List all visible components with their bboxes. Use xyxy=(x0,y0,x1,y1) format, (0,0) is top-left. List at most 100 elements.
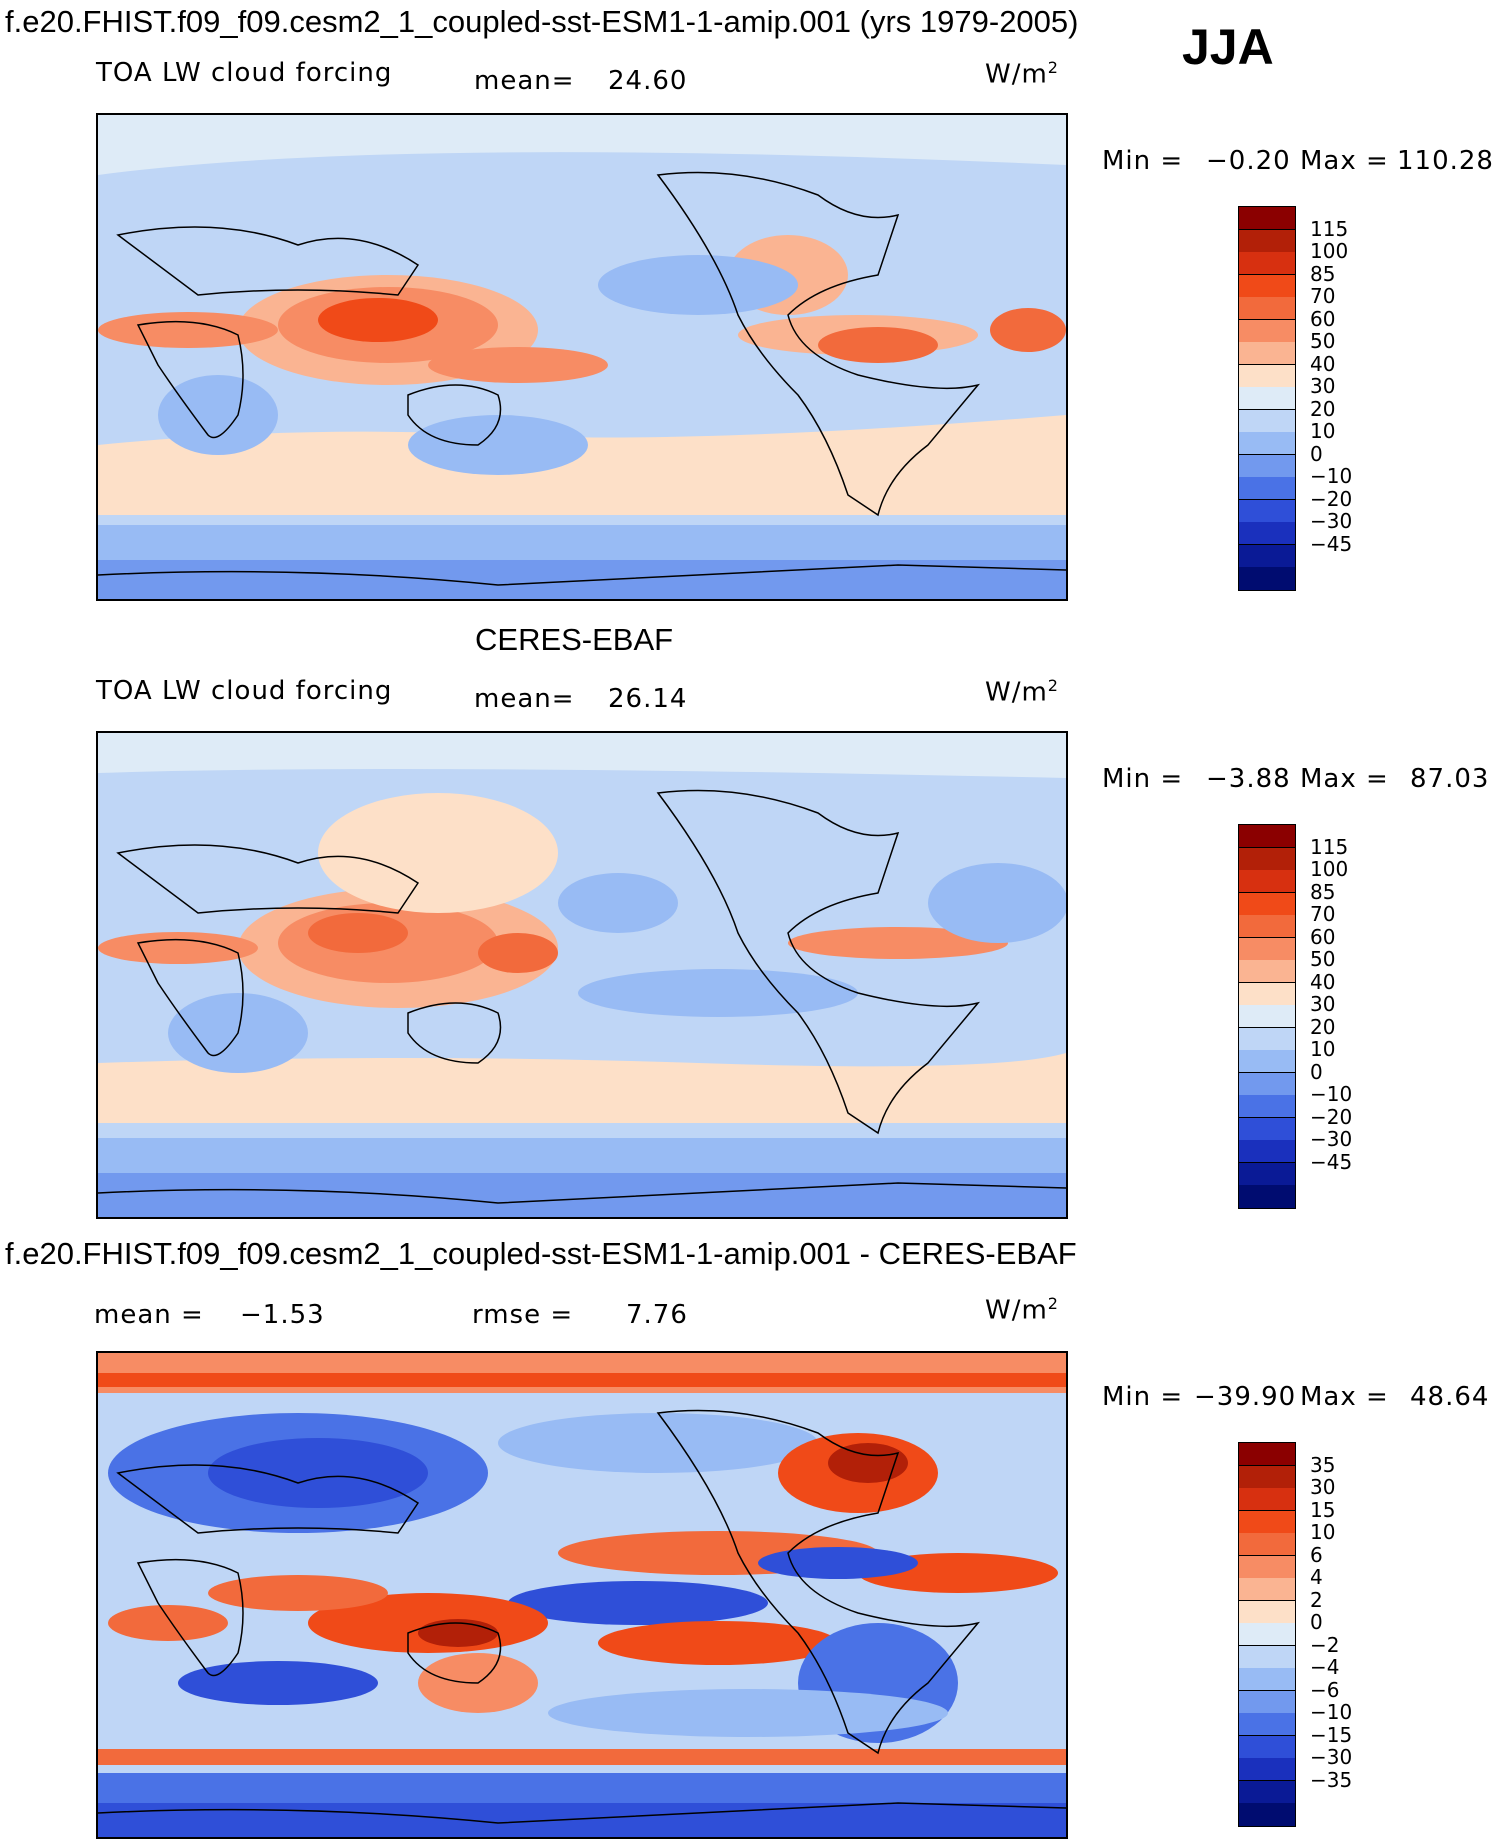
colorbar-tick-label: 115 xyxy=(1310,834,1349,859)
colorbar-tick-label: −45 xyxy=(1310,531,1353,556)
colorbar-swatch xyxy=(1239,432,1295,456)
colorbar-swatch xyxy=(1239,1443,1295,1467)
panel2-field xyxy=(98,733,1066,1217)
colorbar-tick-label: 40 xyxy=(1310,969,1336,994)
colorbar-swatch xyxy=(1239,544,1295,568)
panel1-field xyxy=(98,115,1066,599)
colorbar-tick-label: 50 xyxy=(1310,947,1336,972)
panel3-mean-value: −1.53 xyxy=(240,1300,325,1330)
colorbar-swatch xyxy=(1239,1185,1295,1209)
colorbar-swatch xyxy=(1239,1758,1295,1782)
panel2-variable-label: TOA LW cloud forcing xyxy=(96,676,393,706)
colorbar-swatch xyxy=(1239,1713,1295,1737)
panel1-units: W/m2 xyxy=(985,58,1059,90)
colorbar-tick-label: 6 xyxy=(1310,1542,1323,1567)
panel3-max-value: 48.64 xyxy=(1410,1382,1490,1412)
colorbar-swatch xyxy=(1239,870,1295,894)
colorbar-swatch xyxy=(1239,522,1295,546)
colorbar-swatch xyxy=(1239,1533,1295,1557)
panel3-min-label: Min = xyxy=(1102,1382,1184,1412)
panel2-min-label: Min = xyxy=(1102,764,1184,794)
colorbar-tick-label: 50 xyxy=(1310,329,1336,354)
colorbar-swatch xyxy=(1239,1690,1295,1714)
panel2-mean-key: mean= xyxy=(474,684,575,714)
colorbar-swatch xyxy=(1239,1005,1295,1029)
colorbar-tick-label: −10 xyxy=(1310,464,1353,489)
colorbar-swatch xyxy=(1239,319,1295,343)
colorbar-tick-label: −4 xyxy=(1310,1655,1340,1680)
colorbar-tick-label: 4 xyxy=(1310,1565,1323,1590)
panel1-mean-value: 24.60 xyxy=(608,66,688,96)
colorbar-tick-label: 20 xyxy=(1310,1014,1336,1039)
colorbar-swatch xyxy=(1239,1095,1295,1119)
colorbar-swatch xyxy=(1239,342,1295,366)
colorbar-tick-label: 85 xyxy=(1310,261,1336,286)
colorbar-swatch xyxy=(1239,1072,1295,1096)
colorbar-swatch xyxy=(1239,1555,1295,1579)
panel2-min-value: −3.88 xyxy=(1206,764,1291,794)
colorbar-swatch xyxy=(1239,825,1295,849)
colorbar-swatch xyxy=(1239,274,1295,298)
colorbar-tick-label: 0 xyxy=(1310,1610,1323,1635)
colorbar-tick-label: −6 xyxy=(1310,1677,1340,1702)
panel1-mean-key: mean= xyxy=(474,66,575,96)
panel2-max-label: Max = xyxy=(1300,764,1389,794)
colorbar-swatch xyxy=(1239,409,1295,433)
figure-title: f.e20.FHIST.f09_f09.cesm2_1_coupled-sst-… xyxy=(5,4,1079,39)
panel2-caption: CERES-EBAF xyxy=(475,622,674,657)
colorbar-tick-label: −30 xyxy=(1310,509,1353,534)
colorbar-swatch xyxy=(1239,229,1295,253)
panel1-variable-label: TOA LW cloud forcing xyxy=(96,58,393,88)
panel3-min-value: −39.90 xyxy=(1194,1382,1297,1412)
colorbar-tick-label: 60 xyxy=(1310,924,1336,949)
colorbar-swatch xyxy=(1239,387,1295,411)
colorbar-tick-label: 10 xyxy=(1310,1037,1336,1062)
colorbar-tick-label: 20 xyxy=(1310,396,1336,421)
colorbar-swatch xyxy=(1239,1140,1295,1164)
colorbar-tick-label: 10 xyxy=(1310,419,1336,444)
colorbar-swatch xyxy=(1239,364,1295,388)
colorbar-tick-label: 15 xyxy=(1310,1497,1336,1522)
panel1-map xyxy=(96,113,1068,601)
colorbar-swatch xyxy=(1239,960,1295,984)
colorbar-tick-label: 30 xyxy=(1310,1475,1336,1500)
colorbar-tick-label: 40 xyxy=(1310,351,1336,376)
colorbar-swatch xyxy=(1239,207,1295,231)
colorbar-swatch xyxy=(1239,1050,1295,1074)
colorbar-swatch xyxy=(1239,1510,1295,1534)
colorbar-tick-label: 30 xyxy=(1310,992,1336,1017)
colorbar-swatch xyxy=(1239,454,1295,478)
colorbar-tick-label: 30 xyxy=(1310,374,1336,399)
panel3-rmse-key: rmse = xyxy=(472,1300,574,1330)
panel1-max-value: 110.28 xyxy=(1397,146,1494,176)
colorbar-swatch xyxy=(1239,1578,1295,1602)
colorbar-swatch xyxy=(1239,499,1295,523)
panel3-colorbar xyxy=(1238,1442,1296,1827)
colorbar-swatch xyxy=(1239,892,1295,916)
colorbar-tick-label: 85 xyxy=(1310,879,1336,904)
colorbar-tick-label: 60 xyxy=(1310,306,1336,331)
colorbar-tick-label: 70 xyxy=(1310,902,1336,927)
panel2-units: W/m2 xyxy=(985,676,1059,708)
season-label: JJA xyxy=(1182,19,1274,75)
colorbar-tick-label: 0 xyxy=(1310,1059,1323,1084)
colorbar-tick-label: 70 xyxy=(1310,284,1336,309)
colorbar-tick-label: −20 xyxy=(1310,1104,1353,1129)
panel3-caption: f.e20.FHIST.f09_f09.cesm2_1_coupled-sst-… xyxy=(5,1236,1077,1271)
colorbar-swatch xyxy=(1239,847,1295,871)
colorbar-swatch xyxy=(1239,477,1295,501)
panel3-units: W/m2 xyxy=(985,1294,1059,1326)
colorbar-tick-label: −15 xyxy=(1310,1722,1353,1747)
colorbar-swatch xyxy=(1239,915,1295,939)
panel1-colorbar xyxy=(1238,206,1296,591)
panel3-max-label: Max = xyxy=(1300,1382,1389,1412)
colorbar-swatch xyxy=(1239,1162,1295,1186)
colorbar-swatch xyxy=(1239,1645,1295,1669)
colorbar-swatch xyxy=(1239,297,1295,321)
colorbar-tick-label: 10 xyxy=(1310,1520,1336,1545)
colorbar-tick-label: −20 xyxy=(1310,486,1353,511)
colorbar-tick-label: 100 xyxy=(1310,239,1349,264)
colorbar-tick-label: 2 xyxy=(1310,1587,1323,1612)
colorbar-tick-label: −30 xyxy=(1310,1745,1353,1770)
panel3-field xyxy=(98,1353,1066,1837)
